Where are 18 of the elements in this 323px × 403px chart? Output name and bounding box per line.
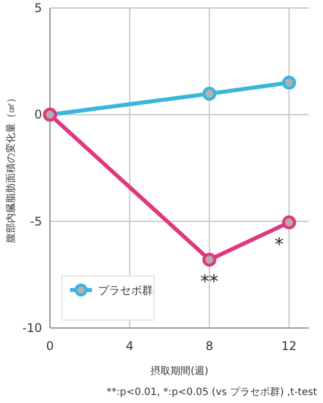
point [282,215,296,230]
point [282,76,296,90]
y-tick-label: 0 [34,108,42,122]
y-tick-label: 5 [34,1,42,15]
text: **:p<0.01, *:p<0.05 (vs プラセボ群) ,t-test [106,386,318,398]
y-axis-title: 腹部内臓脂肪面積の変化量（㎠） [5,93,17,243]
legend-label: プラセボ群 [98,284,153,297]
x-tick-label: 0 [46,339,54,353]
point [202,86,216,101]
annotation: * [274,234,284,256]
x-axis-title: 摂取期間(週) [150,365,208,377]
x-tick-label: 8 [206,339,214,353]
y-tick-label: -10 [22,321,42,335]
y-tick-label: -5 [30,214,42,228]
x-tick-label: 4 [126,339,134,353]
x-tick-label: 12 [281,339,297,353]
annotation: ** [200,272,218,293]
point [202,252,216,267]
